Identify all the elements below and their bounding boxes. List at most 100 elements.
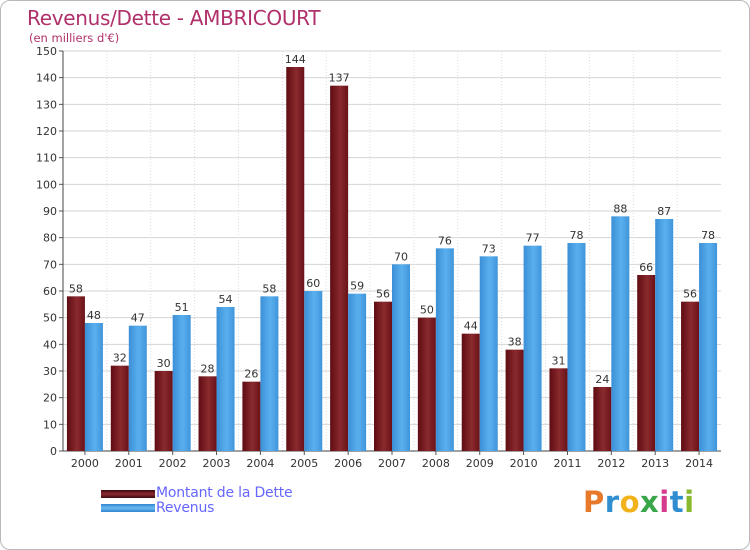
data-label-dette: 144 <box>285 53 306 66</box>
data-label-dette: 56 <box>683 288 697 301</box>
bar-dette <box>593 387 612 451</box>
x-tick-label: 2002 <box>159 457 187 470</box>
bar-dette <box>198 376 217 451</box>
bar-revenus <box>172 315 191 451</box>
data-label-dette: 31 <box>551 354 565 367</box>
y-tick-label: 150 <box>36 45 57 58</box>
data-label-dette: 58 <box>69 282 83 295</box>
legend-swatch-revenus <box>101 504 155 512</box>
bar-revenus <box>655 219 674 451</box>
data-label-revenus: 54 <box>219 293 233 306</box>
x-tick-label: 2012 <box>597 457 625 470</box>
x-tick-label: 2010 <box>510 457 538 470</box>
y-tick-label: 60 <box>43 285 57 298</box>
data-label-revenus: 87 <box>657 205 671 218</box>
y-tick-label: 90 <box>43 205 57 218</box>
y-tick-label: 100 <box>36 178 57 191</box>
data-label-dette: 28 <box>201 362 215 375</box>
y-tick-label: 140 <box>36 72 57 85</box>
logo-letter: i <box>659 485 670 519</box>
bar-revenus <box>304 291 323 451</box>
bar-dette <box>66 296 85 451</box>
data-label-revenus: 73 <box>482 242 496 255</box>
y-tick-label: 130 <box>36 98 57 111</box>
data-label-revenus: 78 <box>569 229 583 242</box>
x-tick-label: 2006 <box>334 457 362 470</box>
x-tick-label: 2007 <box>378 457 406 470</box>
data-label-dette: 66 <box>639 261 653 274</box>
x-tick-label: 2000 <box>71 457 99 470</box>
logo-letter: i <box>684 485 695 519</box>
data-label-revenus: 51 <box>175 301 189 314</box>
bar-dette <box>110 365 129 451</box>
data-label-revenus: 76 <box>438 234 452 247</box>
data-label-dette: 32 <box>113 352 127 365</box>
data-label-dette: 26 <box>244 368 258 381</box>
logo-letter: P <box>583 485 605 519</box>
bar-revenus <box>392 264 410 451</box>
y-tick-label: 20 <box>43 392 57 405</box>
y-tick-label: 80 <box>43 232 57 245</box>
x-tick-label: 2008 <box>422 457 450 470</box>
legend-label-debt: Montant de la Dette <box>156 485 293 501</box>
data-label-revenus: 58 <box>262 282 276 295</box>
y-tick-label: 50 <box>43 312 57 325</box>
data-label-revenus: 88 <box>613 202 627 215</box>
x-tick-label: 2005 <box>290 457 318 470</box>
logo-letter: o <box>619 485 641 519</box>
bar-revenus <box>260 296 279 451</box>
data-label-revenus: 70 <box>394 250 408 263</box>
bar-dette <box>330 85 349 452</box>
bar-revenus <box>128 325 147 451</box>
x-tick-label: 2009 <box>466 457 494 470</box>
proxiti-logo: Proxiti <box>583 485 695 519</box>
y-tick-label: 40 <box>43 338 57 351</box>
data-labels: 58 48 32 47 30 51 28 54 26 58 144 60 137 59 56 70 50 76 44… <box>69 53 715 386</box>
bar-revenus <box>567 243 586 451</box>
data-label-dette: 50 <box>420 304 434 317</box>
bar-revenus <box>84 323 103 451</box>
bar-revenus <box>348 293 367 451</box>
y-tick-label: 0 <box>50 445 57 458</box>
data-label-dette: 56 <box>376 288 390 301</box>
bar-dette <box>461 333 480 451</box>
data-label-dette: 44 <box>464 320 478 333</box>
x-tick-label: 2001 <box>115 457 143 470</box>
chart-subtitle: (en milliers d'€) <box>29 31 120 45</box>
logo-letter: r <box>604 485 620 519</box>
data-label-revenus: 47 <box>131 312 145 325</box>
bar-dette <box>681 301 700 451</box>
data-label-revenus: 60 <box>306 277 320 290</box>
x-tick-label: 2013 <box>641 457 669 470</box>
chart-title: Revenus/Dette - AMBRICOURT <box>27 6 321 30</box>
y-tick-label: 30 <box>43 365 57 378</box>
y-tick-label: 110 <box>36 152 57 165</box>
data-label-dette: 24 <box>595 373 609 386</box>
y-tick-label: 120 <box>36 125 57 138</box>
bar-dette <box>286 67 305 451</box>
axes: 0 10 20 30 40 50 60 70 80 90 100 110 120 130 140 150 200… <box>36 45 721 470</box>
legend-swatch-debt <box>101 490 155 498</box>
y-tick-label: 70 <box>43 258 57 271</box>
data-label-revenus: 48 <box>87 309 101 322</box>
data-label-dette: 38 <box>508 336 522 349</box>
bar-dette <box>637 275 656 451</box>
logo-letter: x <box>640 485 660 519</box>
bar-revenus <box>216 307 235 451</box>
x-tick-label: 2011 <box>553 457 581 470</box>
bar-dette <box>417 317 436 451</box>
data-label-revenus: 59 <box>350 280 364 293</box>
bars <box>66 67 718 452</box>
bar-dette <box>374 301 392 451</box>
bar-chart: 0 10 20 30 40 50 60 70 80 90 100 110 120 130 140 150 200… <box>36 45 721 470</box>
bar-dette <box>505 349 524 451</box>
bar-revenus <box>479 256 498 451</box>
legend-label-revenus: Revenus <box>156 500 215 516</box>
bar-dette <box>242 381 261 451</box>
x-tick-label: 2003 <box>203 457 231 470</box>
data-label-dette: 137 <box>329 72 350 85</box>
logo-letter: t <box>669 485 685 519</box>
bar-dette <box>549 368 568 451</box>
bar-revenus <box>699 243 718 451</box>
